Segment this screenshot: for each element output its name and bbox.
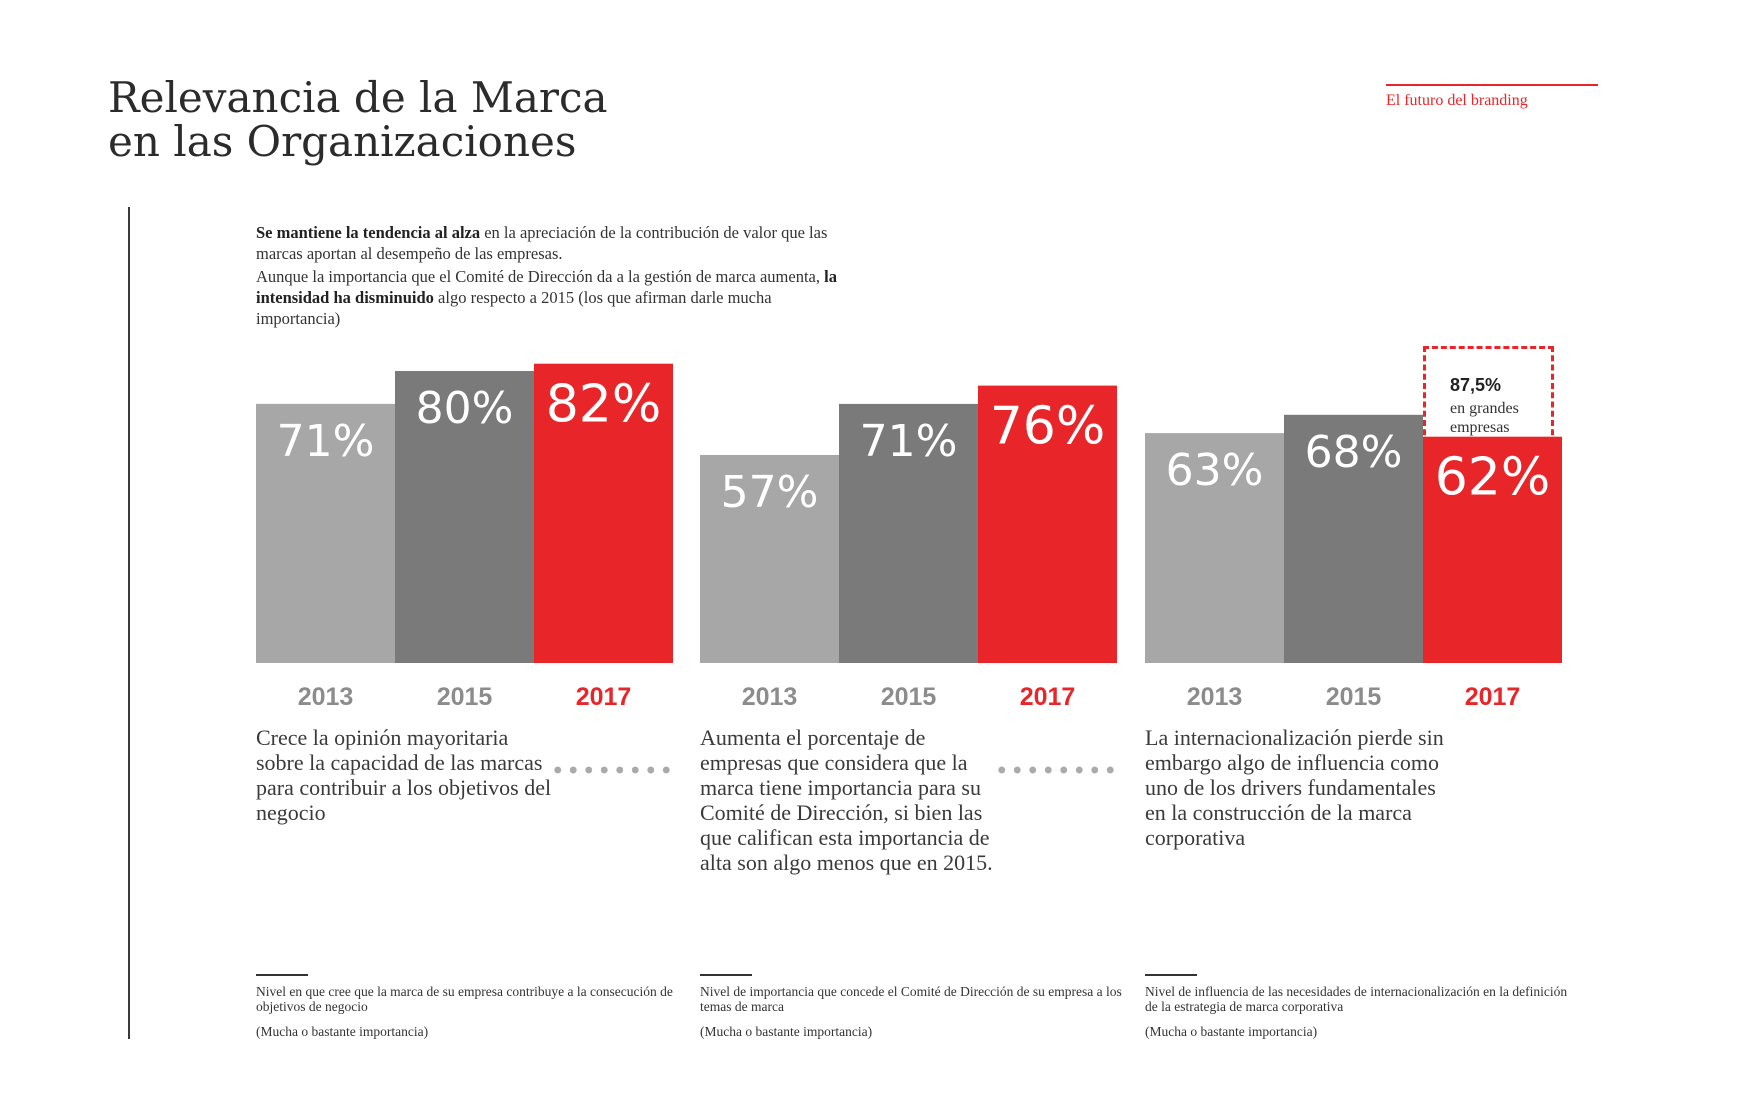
left-vertical-rule <box>128 207 130 1039</box>
chart-2-description: Aumenta el porcentaje de empresas que co… <box>700 725 993 875</box>
bar-value-label: 63% <box>1166 445 1264 496</box>
bar-chart-3: 63% 2013 68% 2015 62% 2017 <box>1145 414 1562 711</box>
bar-value-label: 76% <box>990 397 1106 457</box>
callout-label: en grandes empresas <box>1450 400 1519 436</box>
bar-2015 <box>839 403 978 663</box>
bar-2015 <box>1284 414 1423 663</box>
intro-text: Se mantiene la tendencia al alza en la a… <box>256 222 846 331</box>
intro-p2-start: Aunque la importancia que el Comité de D… <box>256 267 825 286</box>
chart-1-description: Crece la opinión mayoritaria sobre la ca… <box>256 725 552 825</box>
chart-1-footnote: Nivel en que cree que la marca de su emp… <box>256 974 686 1039</box>
page-title-line-2: en las Organizaciones <box>108 117 577 166</box>
bar-value-label: 68% <box>1305 427 1403 478</box>
section-tag-rule <box>1386 84 1598 86</box>
bar-2017 <box>978 385 1117 663</box>
chart-2-footnote-note: (Mucha o bastante importancia) <box>700 1023 873 1039</box>
bar-2017 <box>534 363 673 663</box>
callout-value: 87,5% <box>1450 375 1502 395</box>
bar-2015 <box>395 371 534 663</box>
chart-3-footnote: Nivel de influencia de las necesidades d… <box>1145 974 1575 1039</box>
chart-1-footnote-note: (Mucha o bastante importancia) <box>256 1023 429 1039</box>
year-label: 2013 <box>298 683 354 711</box>
intro-p2-bold: la intensidad ha disminuido <box>256 267 837 307</box>
intro-p1-rest: en la apreciación de la contribución de … <box>256 223 828 263</box>
chart-3-footnote-note: (Mucha o bastante importancia) <box>1145 1023 1318 1039</box>
bar-value-label: 82% <box>546 375 662 435</box>
intro-p2-rest: algo respecto a 2015 (los que afirman da… <box>256 288 772 328</box>
bar-chart-1: 71% 2013 80% 2015 82% 2017 <box>256 363 673 711</box>
page-title-line-1: Relevancia de la Marca <box>108 73 608 122</box>
year-label: 2017 <box>1465 683 1521 711</box>
dotted-connector-2 <box>994 765 1118 775</box>
bar-value-label: 80% <box>416 383 514 434</box>
bar-value-label: 71% <box>277 416 375 467</box>
bar-value-label: 57% <box>721 467 819 518</box>
intro-paragraph-1: Se mantiene la tendencia al alza en la a… <box>256 222 846 264</box>
large-companies-callout: 87,5% en grandes empresas <box>1423 346 1554 463</box>
year-label: 2017 <box>576 683 632 711</box>
bar-value-label: 71% <box>860 416 958 467</box>
dotted-connector-1 <box>550 765 674 775</box>
bar-chart-2: 57% 2013 71% 2015 76% 2017 <box>700 385 1117 711</box>
chart-1-footnote-text: Nivel en que cree que la marca de su emp… <box>256 983 673 1014</box>
year-label: 2015 <box>437 683 493 711</box>
section-tag: El futuro del branding <box>1386 92 1528 109</box>
bar-2013 <box>256 403 395 663</box>
year-label: 2013 <box>1187 683 1243 711</box>
year-label: 2015 <box>1326 683 1382 711</box>
chart-2-footnote: Nivel de importancia que concede el Comi… <box>700 974 1130 1039</box>
bar-2013 <box>1145 433 1284 663</box>
year-label: 2013 <box>742 683 798 711</box>
intro-p1-bold: Se mantiene la tendencia al alza <box>256 223 481 242</box>
footnote-rule <box>256 974 308 976</box>
page-title: Relevancia de la Marca en las Organizaci… <box>108 76 608 164</box>
bar-2017 <box>1423 436 1562 663</box>
footnote-rule <box>700 974 752 976</box>
footnote-rule <box>1145 974 1197 976</box>
year-label: 2015 <box>881 683 937 711</box>
bar-value-label: 62% <box>1435 448 1551 508</box>
chart-3-description: La internacionalización pierde sin embar… <box>1145 725 1444 850</box>
bar-2013 <box>700 455 839 663</box>
chart-3-footnote-text: Nivel de influencia de las necesidades d… <box>1145 983 1568 1014</box>
year-label: 2017 <box>1020 683 1076 711</box>
intro-paragraph-2: Aunque la importancia que el Comité de D… <box>256 266 846 329</box>
chart-2-footnote-text: Nivel de importancia que concede el Comi… <box>700 983 1122 1014</box>
